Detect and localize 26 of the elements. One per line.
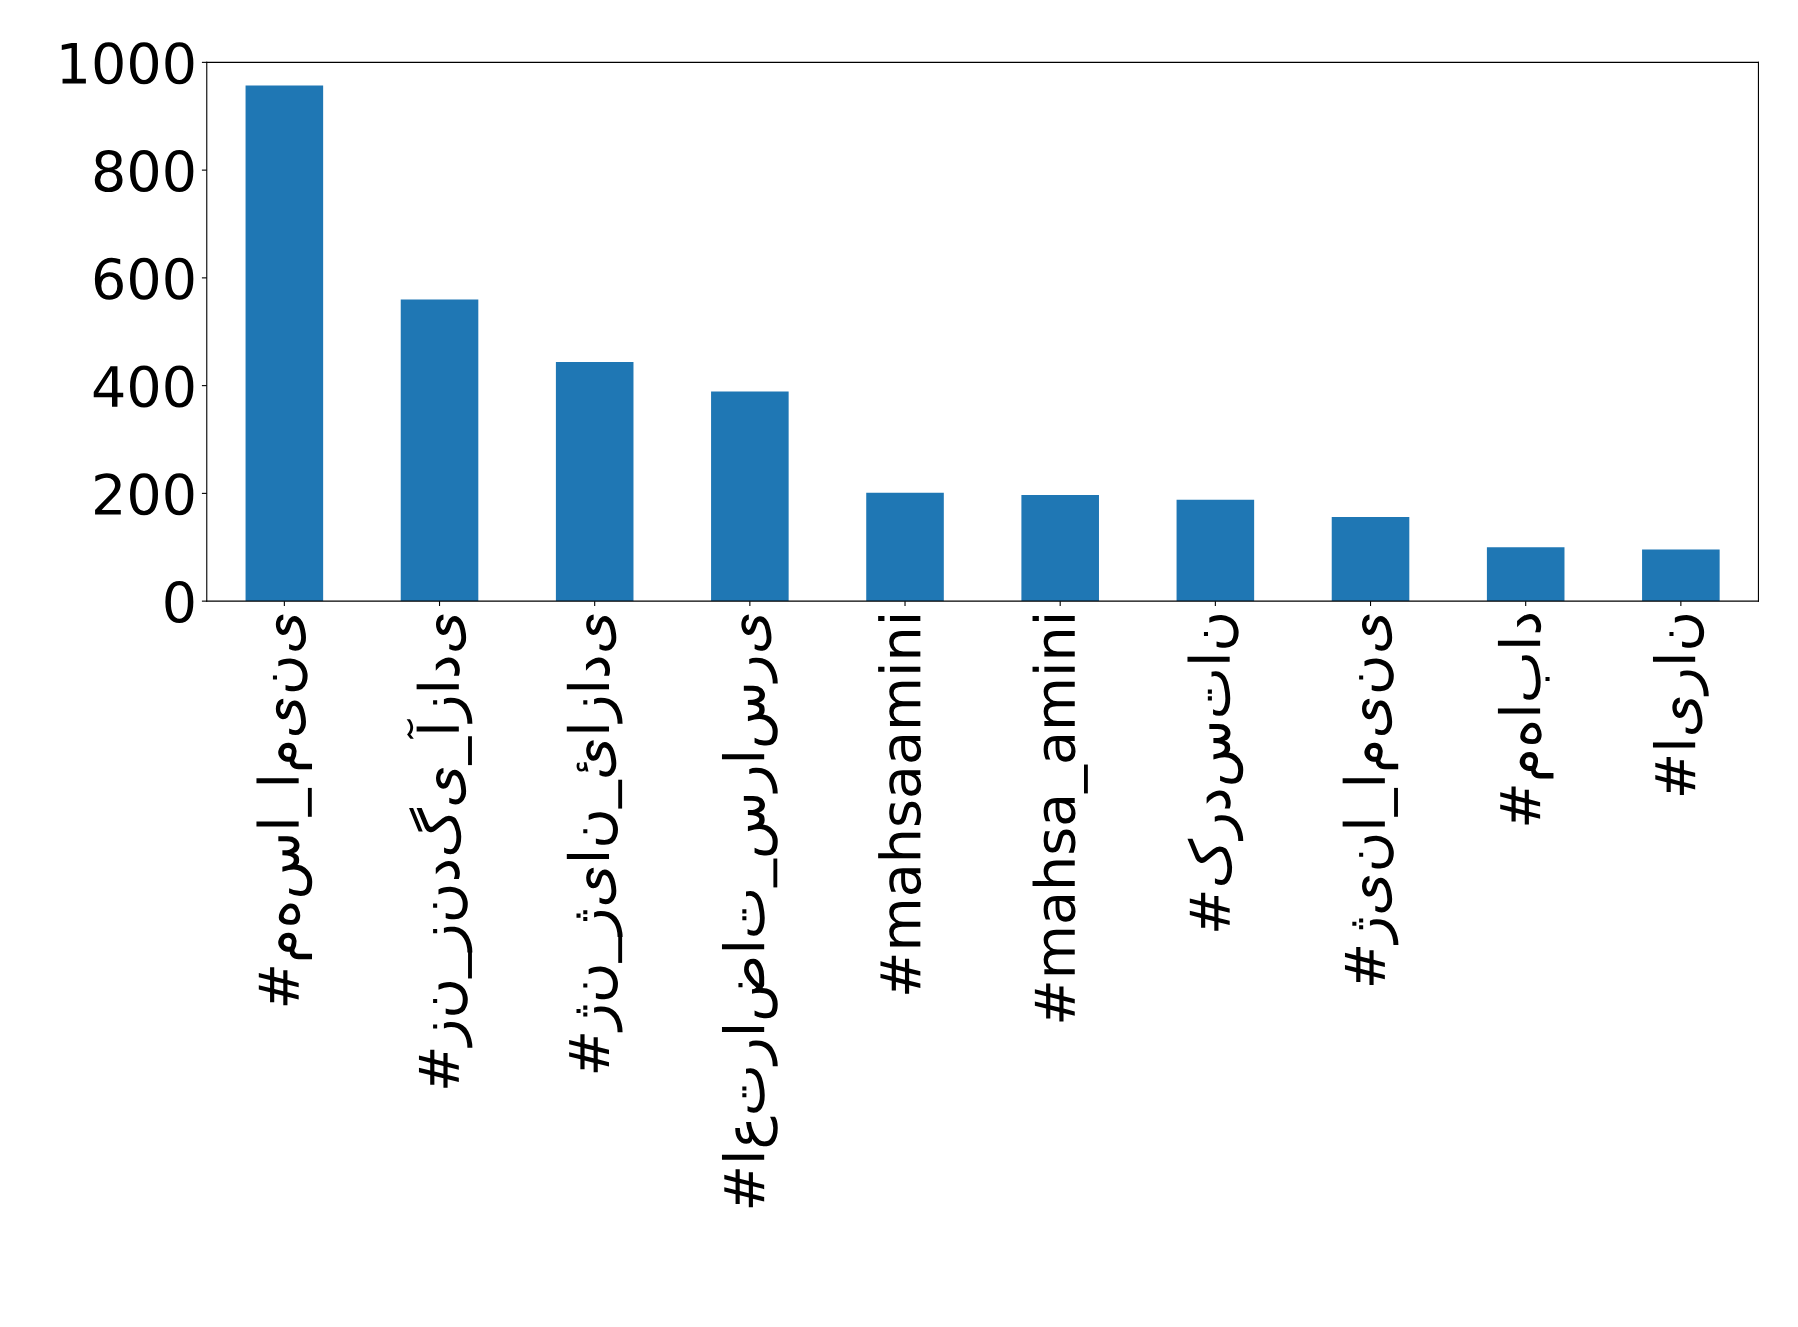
x-tick-label: #mahsaamini: [878, 616, 922, 994]
bar: [555, 361, 634, 602]
x-tick-label: #ژینا_امینی: [1342, 614, 1399, 986]
bar: [400, 299, 479, 602]
bar: [1642, 549, 1720, 602]
bar: [1331, 517, 1410, 602]
y-tick-label: 400: [93, 365, 194, 408]
x-tick-label: #mahsa_amini: [1032, 616, 1088, 1022]
bar: [1486, 547, 1565, 602]
bar: [1176, 499, 1255, 602]
y-tick-label: 200: [95, 473, 194, 516]
x-tick-label: #اعتراضات_سراسری: [721, 614, 778, 1208]
y-tick-label: 800: [94, 150, 194, 193]
x-tick-label: #مهسا_امینی: [256, 614, 313, 1006]
x-tick-label: #ایران: [1652, 614, 1709, 796]
y-tick-label: 0: [165, 581, 194, 624]
bar: [245, 85, 324, 602]
bar: [1021, 494, 1099, 602]
bar: [711, 391, 789, 602]
x-tick-label: #زن_زندگی_آزادی: [406, 614, 473, 1088]
bar: [866, 492, 944, 602]
x-tick-label: #ژن_ژیان_ئازادی: [566, 614, 623, 1073]
y-tick-label: 600: [94, 257, 194, 300]
x-tick-label: #مهاباد: [1497, 614, 1554, 825]
x-tick-label: #کردستان: [1187, 614, 1244, 931]
y-tick-label: 1000: [61, 42, 194, 85]
